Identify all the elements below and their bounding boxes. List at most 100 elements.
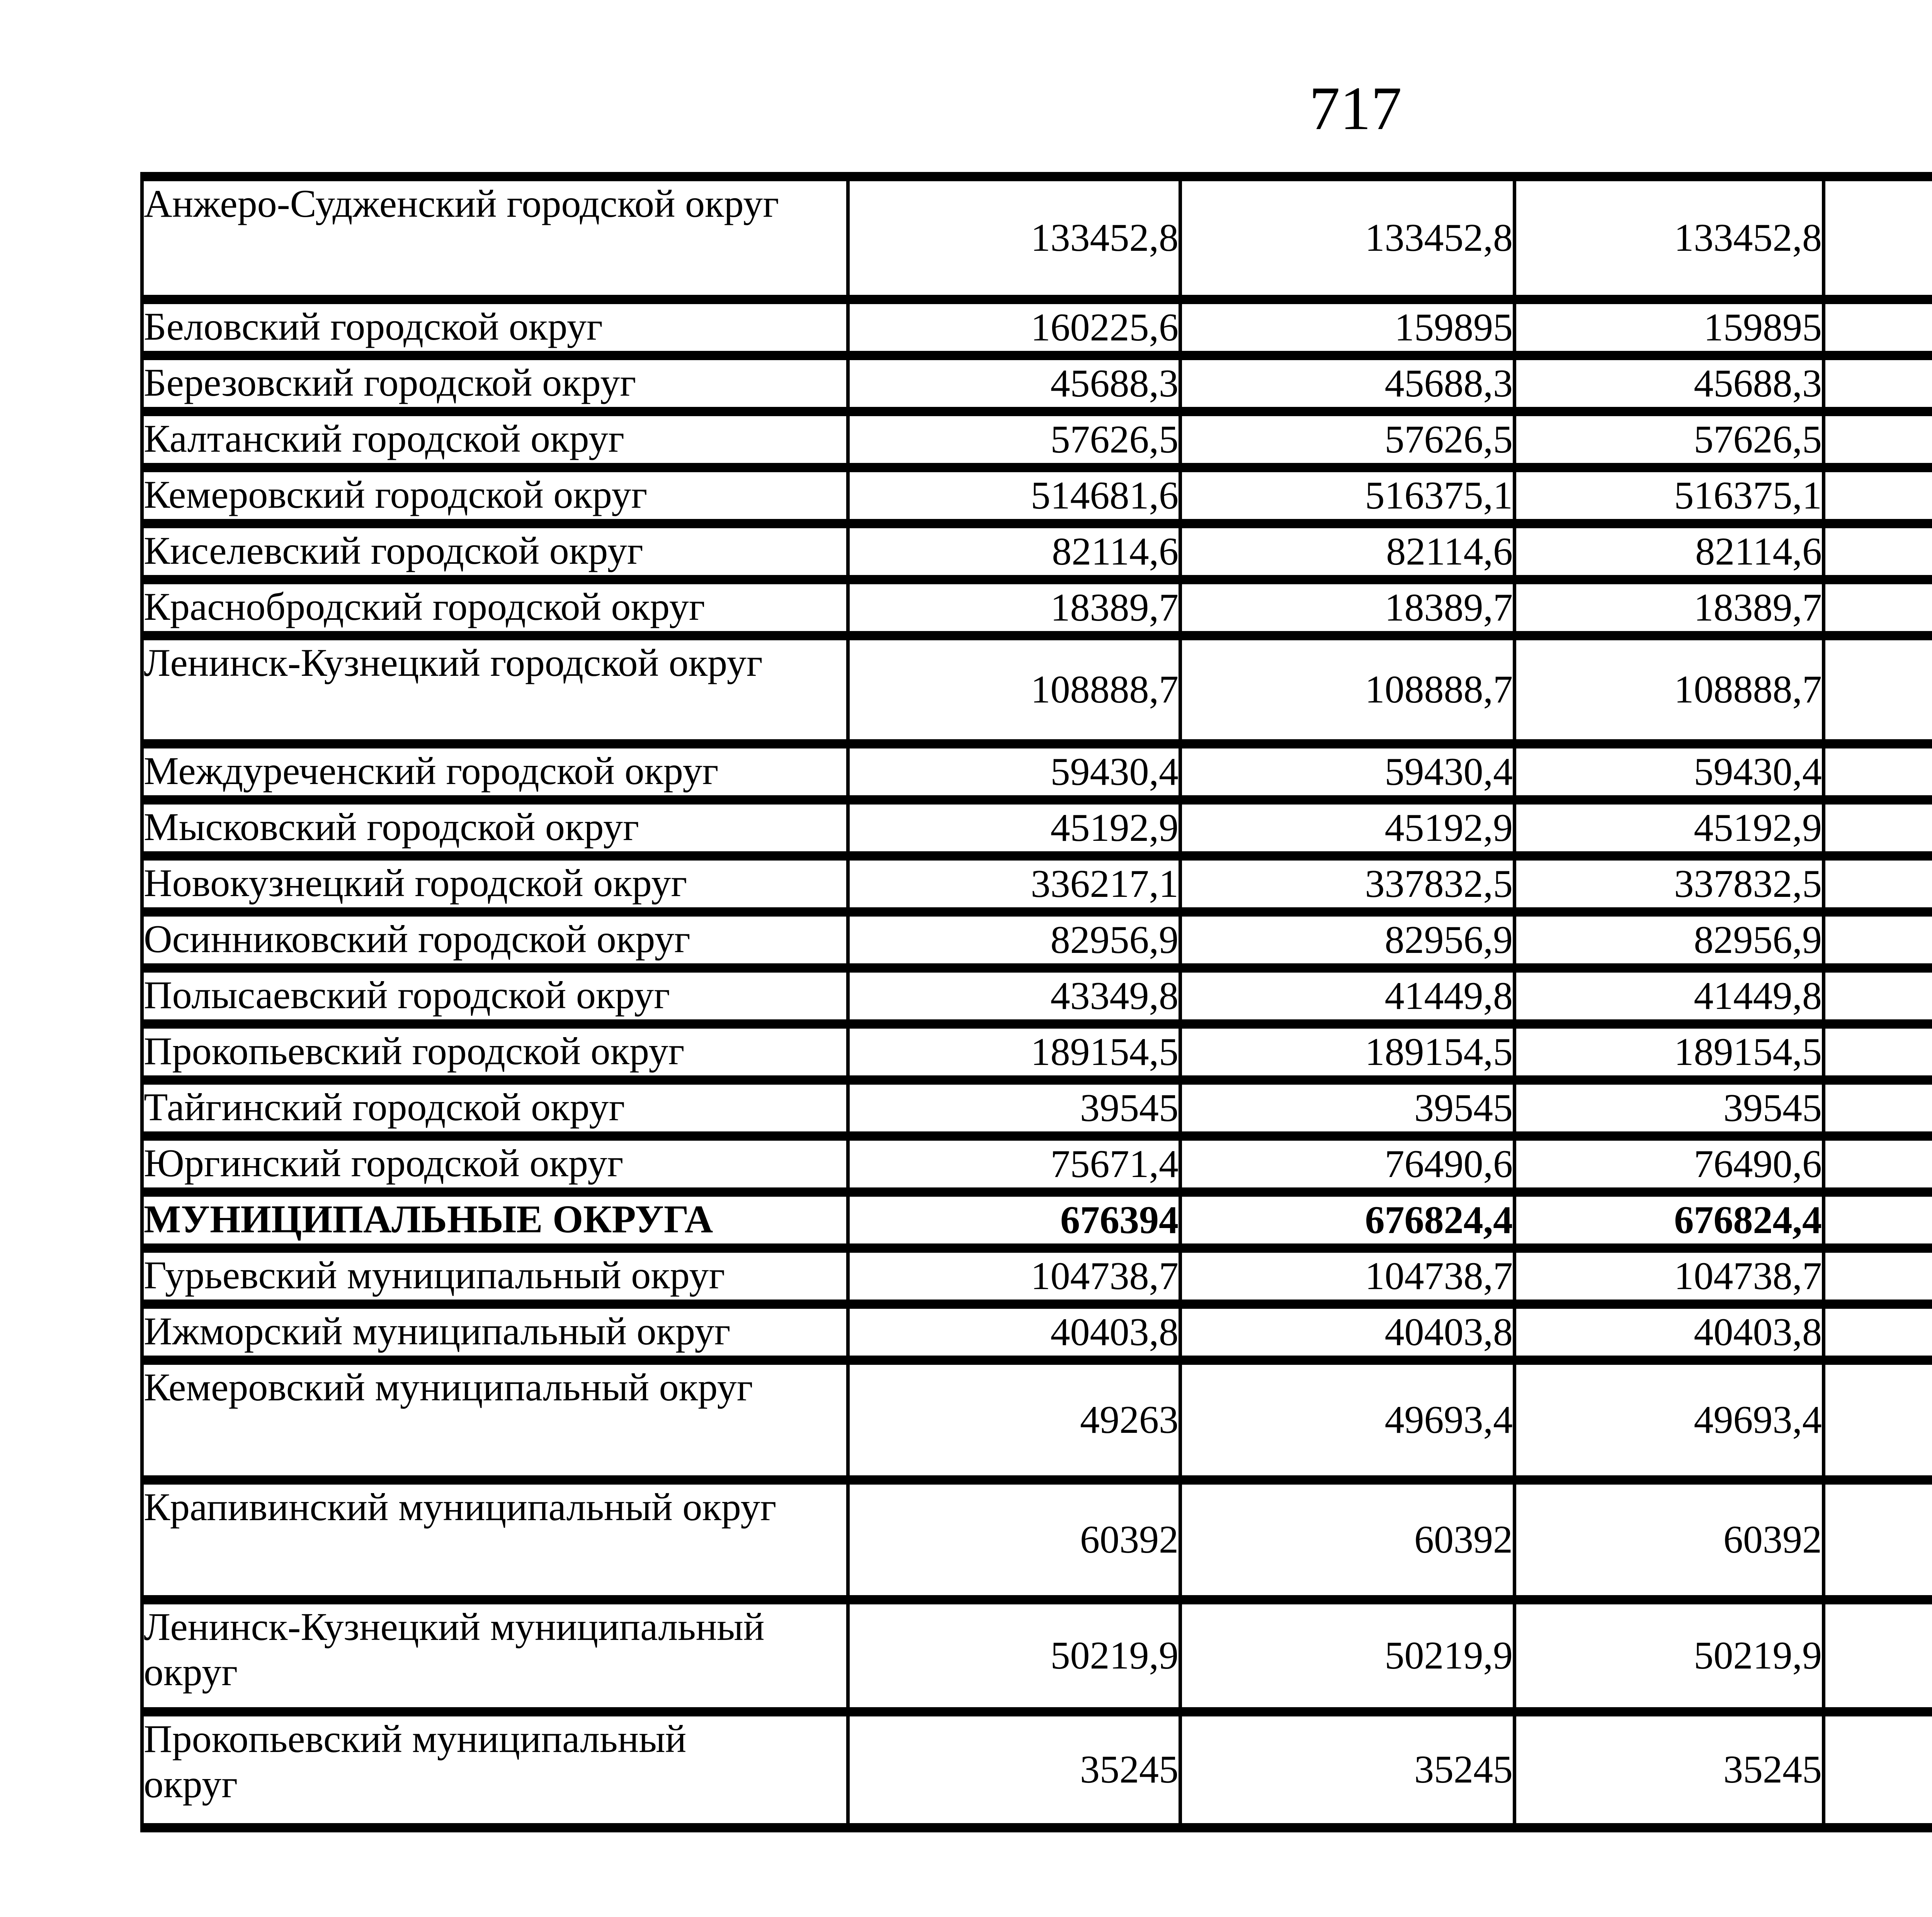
cell-value: 82114,6 <box>846 519 1182 584</box>
row-label: Кемеровский городской округ <box>140 463 850 528</box>
cell-value: 82761 <box>1822 739 1932 805</box>
cell-value: 40403,8 <box>1179 1300 1516 1365</box>
row-label: Беловский городской округ <box>140 295 850 360</box>
row-label: Юргинский городской округ <box>140 1131 850 1197</box>
cell-value: 60392 <box>1513 1475 1825 1604</box>
cell-value: 39545 <box>1513 1075 1825 1141</box>
row-label: Кемеровский муниципальный округ <box>140 1356 850 1485</box>
cell-value: 133452,8 <box>1513 172 1825 304</box>
cell-value: 28809 <box>1822 1075 1932 1141</box>
cell-value: 337832,5 <box>1513 851 1825 917</box>
cell-value: 52390,7 <box>1822 172 1932 304</box>
cell-value: 13533,4 <box>1822 907 1932 973</box>
cell-value: 189154,5 <box>846 1019 1182 1085</box>
data-table: Анжеро-Судженский городской округ 133452… <box>140 172 1932 1832</box>
cell-value: 50219,9 <box>1513 1595 1825 1716</box>
cell-value: 18425,8 <box>1822 1595 1932 1716</box>
cell-value: 36405,8 <box>1822 631 1932 748</box>
cell-value: 676824,4 <box>1513 1187 1825 1253</box>
cell-value: 676824,4 <box>1179 1187 1516 1253</box>
cell-value: 57626,5 <box>846 407 1182 472</box>
cell-value: 336217,1 <box>846 851 1182 917</box>
cell-value: 45688,3 <box>1513 351 1825 416</box>
cell-value: 56855,1 <box>1822 295 1932 360</box>
cell-value: 60392 <box>846 1475 1182 1604</box>
cell-value: 45688,3 <box>846 351 1182 416</box>
cell-value: 189154,5 <box>1179 1019 1516 1085</box>
table-row: МУНИЦИПАЛЬНЫЕ ОКРУГА 676394 676824,4 676… <box>140 1187 1932 1253</box>
table-row: Осинниковский городской округ 82956,9 82… <box>140 907 1932 973</box>
cell-value: 104738,7 <box>1513 1243 1825 1309</box>
table-row: Краснобродский городской округ 18389,7 1… <box>140 575 1932 640</box>
table-row: Крапивинский муниципальный округ 60392 6… <box>140 1475 1932 1604</box>
cell-value: 45688,3 <box>1179 351 1516 416</box>
table-row: Беловский городской округ 160225,6 15989… <box>140 295 1932 360</box>
cell-value: 244749,2 <box>1822 1187 1932 1253</box>
row-label: Ижморский муниципальный округ <box>140 1300 850 1365</box>
cell-value: 49263 <box>846 1356 1182 1485</box>
row-label: Ленинск-Кузнецкий муниципальный округ <box>140 1595 850 1716</box>
cell-value: 45192,9 <box>1179 795 1516 861</box>
cell-value: 59430,4 <box>1513 739 1825 805</box>
cell-value: 104738,7 <box>1179 1243 1516 1309</box>
cell-value: 41449,8 <box>1513 963 1825 1029</box>
cell-value: 21299,6 <box>1822 1475 1932 1604</box>
row-label: Прокопьевский городской округ <box>140 1019 850 1085</box>
cell-value: 18389,7 <box>846 575 1182 640</box>
cell-value: 35245 <box>846 1707 1182 1832</box>
cell-value: 49693,4 <box>1513 1356 1825 1485</box>
row-label: Новокузнецкий городской округ <box>140 851 850 917</box>
cell-value: 189154,5 <box>1513 1019 1825 1085</box>
table-row: Новокузнецкий городской округ 336217,1 3… <box>140 851 1932 917</box>
table-row: Анжеро-Судженский городской округ 133452… <box>140 172 1932 304</box>
table-row: Междуреченский городской округ 59430,4 5… <box>140 739 1932 805</box>
table-row: Полысаевский городской округ 43349,8 414… <box>140 963 1932 1029</box>
row-label: Ленинск-Кузнецкий городской округ <box>140 631 850 748</box>
cell-value: 316260,4 <box>1822 851 1932 917</box>
table-row: Киселевский городской округ 82114,6 8211… <box>140 519 1932 584</box>
cell-value: 50219,9 <box>846 1595 1182 1716</box>
table-row: Березовский городской округ 45688,3 4568… <box>140 351 1932 416</box>
cell-value: 50219,9 <box>1179 1595 1516 1716</box>
cell-value: 45192,9 <box>846 795 1182 861</box>
cell-value: 104738,7 <box>846 1243 1182 1309</box>
cell-value: 108888,7 <box>1513 631 1825 748</box>
cell-value: 82114,6 <box>1513 519 1825 584</box>
cell-value <box>1822 1300 1932 1365</box>
cell-value: 39545 <box>846 1075 1182 1141</box>
cell-value: 59430,4 <box>846 739 1182 805</box>
cell-value: 516375,1 <box>1179 463 1516 528</box>
cell-value: 60392 <box>1179 1475 1516 1604</box>
cell-value: 46860,4 <box>1822 1243 1932 1309</box>
cell-value: 43349,8 <box>846 963 1182 1029</box>
cell-value: 516375,1 <box>1513 463 1825 528</box>
cell-value: 39545 <box>1179 1075 1516 1141</box>
cell-value: 76490,6 <box>1179 1131 1516 1197</box>
cell-value: 133452,8 <box>846 172 1182 304</box>
cell-value: 337832,5 <box>1179 851 1516 917</box>
row-label: Крапивинский муниципальный округ <box>140 1475 850 1604</box>
cell-value: 59430,4 <box>1179 739 1516 805</box>
table-row: Калтанский городской округ 57626,5 57626… <box>140 407 1932 472</box>
cell-value: 57626,5 <box>1179 407 1516 472</box>
cell-value: 76144,6 <box>1822 1019 1932 1085</box>
cell-value: 45192,9 <box>1513 795 1825 861</box>
cell-value: 31542,6 <box>1822 519 1932 584</box>
cell-value <box>1822 1356 1932 1485</box>
cell-value: 76490,6 <box>1513 1131 1825 1197</box>
cell-value: 159895 <box>1179 295 1516 360</box>
cell-value: 676394 <box>846 1187 1182 1253</box>
row-label: Киселевский городской округ <box>140 519 850 584</box>
row-label: Полысаевский городской округ <box>140 963 850 1029</box>
cell-value: 82956,9 <box>1179 907 1516 973</box>
cell-value: 49693,4 <box>1179 1356 1516 1485</box>
row-label: Гурьевский муниципальный округ <box>140 1243 850 1309</box>
table-row: Тайгинский городской округ 39545 39545 3… <box>140 1075 1932 1141</box>
cell-value: 24475,6 <box>1822 1707 1932 1832</box>
table-row: Ленинск-Кузнецкий муниципальный округ 50… <box>140 1595 1932 1716</box>
cell-value: 35245 <box>1513 1707 1825 1832</box>
row-label: Березовский городской округ <box>140 351 850 416</box>
table-row: Гурьевский муниципальный округ 104738,7 … <box>140 1243 1932 1309</box>
cell-value: 38422,3 <box>1822 351 1932 416</box>
